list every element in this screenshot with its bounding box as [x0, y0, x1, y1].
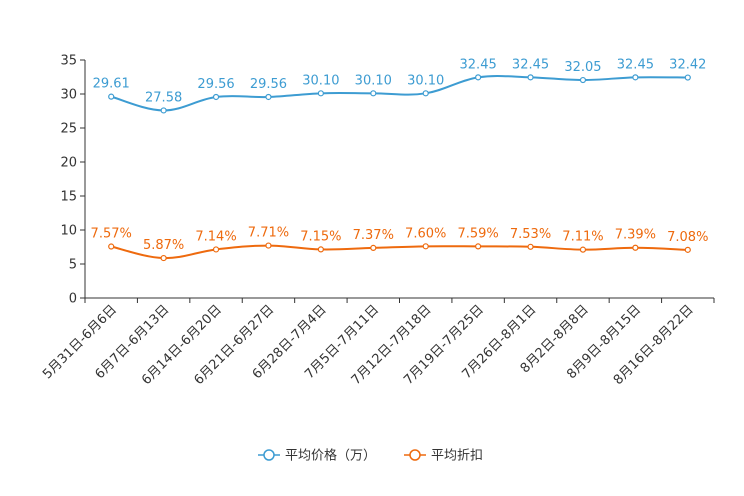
series-1-point[interactable]: [632, 244, 639, 251]
series-0-data-label: 32.42: [669, 58, 706, 73]
series-1-line: [110, 244, 688, 260]
series-1-data-label: 7.71%: [248, 226, 289, 241]
series-0-point[interactable]: [108, 93, 115, 100]
series-1-point[interactable]: [212, 246, 220, 253]
series-1-data-label: 7.11%: [562, 230, 603, 245]
series-0-point[interactable]: [317, 90, 324, 97]
series-1-point[interactable]: [527, 243, 534, 250]
series-0-point[interactable]: [632, 74, 639, 81]
axes: 051015202530355月31日-6月6日6月7日-6月13日6月14日-…: [40, 54, 715, 388]
series-0-data-label: 32.05: [564, 60, 601, 75]
y-tick-label: 20: [60, 156, 77, 171]
series-1-data-label: 7.59%: [457, 226, 498, 241]
series-0-line: [110, 74, 688, 112]
series-0-data-label: 30.10: [407, 73, 444, 88]
series-0-data-label: 32.45: [460, 57, 497, 72]
series-0-data-label: 32.45: [617, 57, 654, 72]
series-0-point[interactable]: [212, 93, 220, 101]
y-tick-label: 25: [60, 122, 77, 137]
series-1-point[interactable]: [108, 243, 115, 250]
series-0-data-label: 29.56: [197, 77, 234, 92]
legend-item-0[interactable]: 平均价格（万）: [258, 448, 376, 464]
series-1-data-label: 7.15%: [300, 229, 341, 244]
series-1-point[interactable]: [684, 246, 691, 253]
series-1-point[interactable]: [370, 244, 377, 251]
series-0-point[interactable]: [475, 74, 482, 81]
series-0-data-label: 30.10: [355, 73, 392, 88]
series-1-data-label: 7.14%: [195, 229, 236, 244]
legend[interactable]: 平均价格（万） 平均折扣: [258, 448, 483, 464]
series-0-point[interactable]: [684, 74, 691, 81]
series-1-point[interactable]: [317, 246, 324, 253]
series-1-data-label: 7.37%: [353, 228, 394, 243]
series-0-data-label: 30.10: [302, 73, 339, 88]
legend-circle-icon: [409, 449, 421, 461]
legend-item-1[interactable]: 平均折扣: [404, 449, 483, 464]
y-tick-label: 10: [60, 224, 77, 239]
series-1-point[interactable]: [265, 242, 272, 249]
legend-label: 平均折扣: [431, 449, 483, 464]
series-1-data-label: 7.39%: [615, 228, 656, 243]
y-tick-label: 5: [69, 258, 77, 273]
series-1-point[interactable]: [475, 243, 482, 250]
y-tick-label: 0: [69, 292, 77, 307]
series-0-data-label: 27.58: [145, 90, 182, 105]
series-0-data-label: 29.56: [250, 77, 287, 92]
series-0-point[interactable]: [265, 93, 272, 101]
y-tick-label: 15: [60, 190, 77, 205]
series-1-data-label: 5.87%: [143, 238, 184, 253]
series-0-point[interactable]: [370, 90, 377, 97]
series-1-data-label: 7.57%: [91, 227, 132, 242]
y-tick-label: 35: [60, 54, 77, 69]
legend-label: 平均价格（万）: [285, 448, 376, 464]
series-1-data-label: 7.60%: [405, 226, 446, 241]
series-0-point[interactable]: [579, 76, 587, 84]
series-0-point[interactable]: [160, 107, 167, 114]
series-1-point[interactable]: [579, 246, 587, 253]
series-1-point[interactable]: [160, 254, 167, 262]
series-1: 7.57% 5.87% 7.14% 7.71% 7.15% 7.37% 7.60% 7.59%…: [91, 226, 708, 262]
series-0-data-label: 29.61: [93, 77, 130, 92]
series-0-point[interactable]: [422, 90, 429, 97]
series-0-point[interactable]: [527, 74, 534, 81]
series-1-data-label: 7.53%: [510, 227, 551, 242]
series-layer: 29.61 27.58 29.56 29.56 30.10 30.10 30.10 32.45…: [91, 57, 708, 262]
series-0: 29.61 27.58 29.56 29.56 30.10 30.10 30.10 32.45…: [93, 57, 706, 114]
y-tick-label: 30: [60, 88, 77, 103]
series-0-data-label: 32.45: [512, 57, 549, 72]
legend-circle-icon: [263, 449, 275, 461]
series-1-data-label: 7.08%: [667, 230, 708, 245]
series-1-point[interactable]: [422, 243, 429, 250]
